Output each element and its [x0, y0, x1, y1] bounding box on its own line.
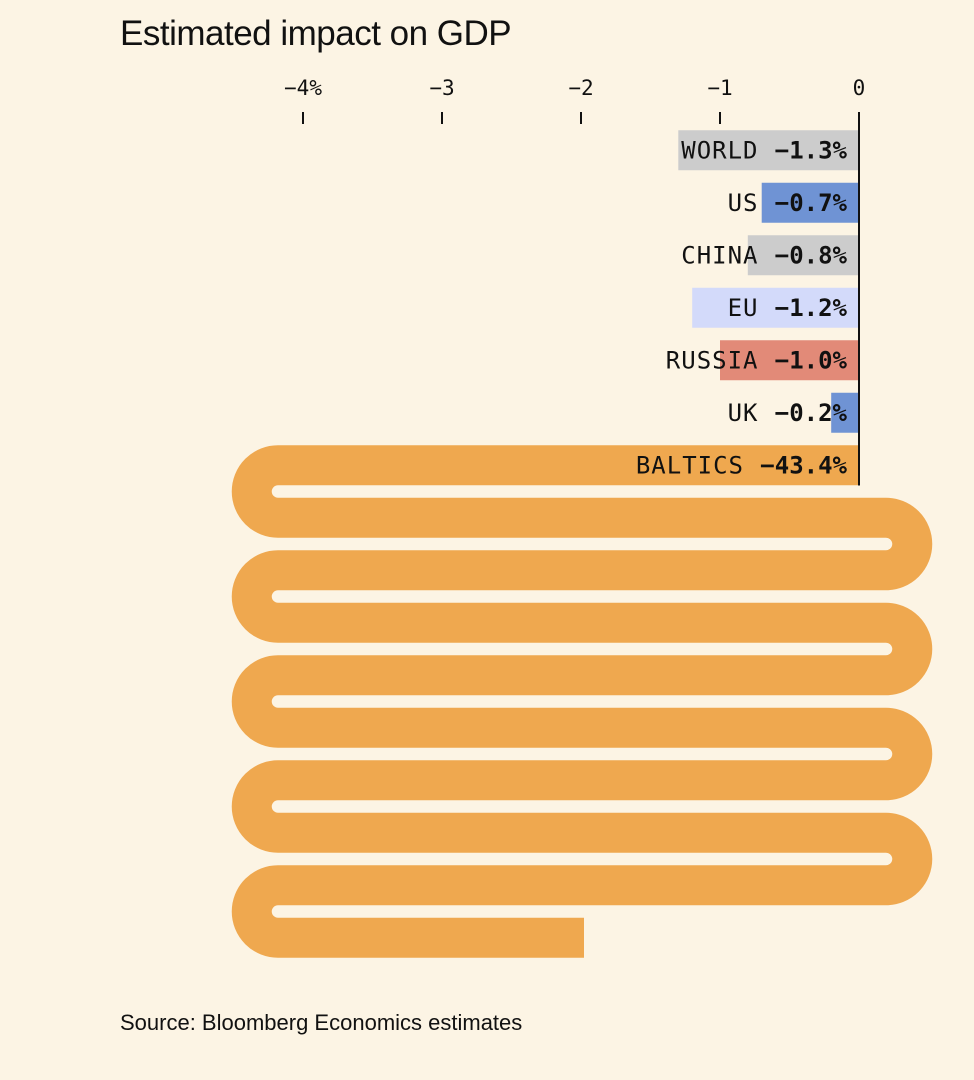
bar-baltics-serpentine	[231, 445, 933, 958]
bar-value-label: −1.3%	[775, 136, 848, 164]
chart-title: Estimated impact on GDP	[120, 14, 512, 53]
bar-category-label: UK	[728, 399, 759, 427]
x-tick-label: 0	[853, 76, 866, 100]
bar-value-label: −43.4%	[760, 451, 847, 479]
bar-category-label: CHINA	[681, 241, 758, 269]
bar-chart: −4% −3 −2 −1 0 −1.3%WORLD−0.7%US−0.8%CHINA−1…	[231, 76, 933, 958]
source-note: Source: Bloomberg Economics estimates	[120, 1010, 523, 1035]
bar-value-label: −0.7%	[775, 189, 848, 217]
bars	[278, 130, 859, 486]
bar-uk	[831, 392, 859, 433]
bar-labels: −1.3% WORLD −0.7% US −0.8% CHINA −1.2% EU −1.0% R…	[636, 136, 848, 479]
x-tick-label: −1	[707, 76, 732, 100]
bar-category-label: RUSSIA	[666, 346, 759, 374]
x-tick-label: −3	[429, 76, 454, 100]
x-tick-label: −4%	[284, 76, 322, 100]
x-tick-label: −2	[568, 76, 593, 100]
bar-value-label: −0.8%	[775, 241, 848, 269]
bar-baltics	[278, 445, 859, 486]
bar-category-label: EU	[728, 294, 759, 322]
bar-value-label: −1.0%	[775, 346, 848, 374]
bar-value-label: −0.2%	[775, 399, 848, 427]
bar-value-label: −1.2%	[775, 294, 848, 322]
bar-us	[761, 182, 859, 223]
bar-category-label: US	[728, 189, 759, 217]
bar-eu	[692, 287, 859, 328]
bar-world	[678, 130, 859, 171]
bar-russia	[720, 340, 859, 381]
x-axis: −4% −3 −2 −1 0	[284, 76, 865, 124]
bar-category-label: BALTICS	[636, 451, 744, 479]
bar-china	[747, 235, 859, 276]
bar-category-label: WORLD	[681, 136, 758, 164]
